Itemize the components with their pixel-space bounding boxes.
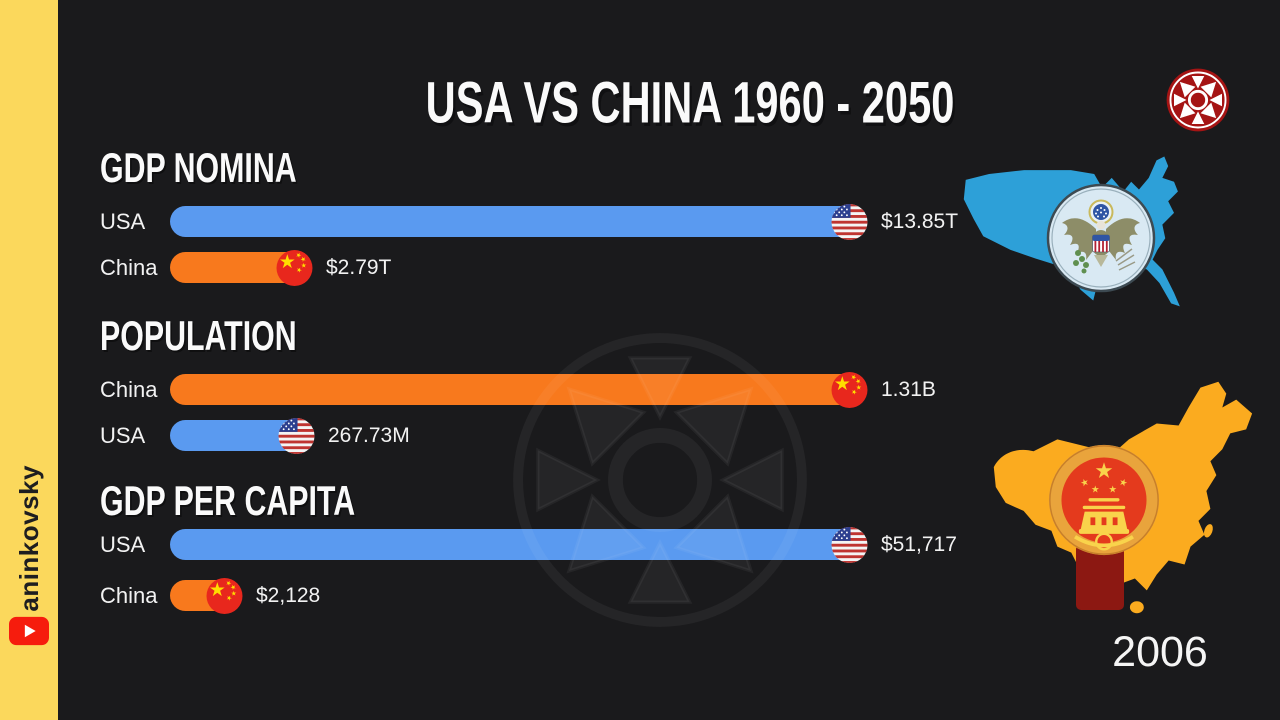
sun-emblem-icon bbox=[1166, 68, 1230, 132]
bar-label: USA bbox=[100, 208, 146, 234]
channel-sidebar: aninkovsky bbox=[0, 0, 58, 720]
bar-value: $2,128 bbox=[256, 583, 321, 607]
bar-row: USA 267.73M bbox=[100, 417, 410, 454]
bar-label: China bbox=[100, 376, 158, 402]
usa-population-bar bbox=[170, 420, 312, 451]
china-flag-icon bbox=[206, 577, 243, 614]
emblem-ribbon-shadow bbox=[1076, 544, 1124, 610]
bar-label: China bbox=[100, 254, 158, 280]
bar-value: $13.85T bbox=[881, 209, 959, 233]
bar-value: $51,717 bbox=[881, 532, 957, 556]
bar-row: China $2,128 bbox=[100, 577, 320, 614]
bar-row: USA $51,717 bbox=[100, 526, 957, 563]
youtube-play-icon bbox=[9, 616, 49, 646]
usa-flag-icon bbox=[831, 526, 868, 563]
usa-flag-icon bbox=[831, 203, 868, 240]
channel-name-wrap: aninkovsky bbox=[0, 465, 58, 612]
usa-map-silhouette bbox=[956, 146, 1248, 346]
bar-row: China 1.31B bbox=[100, 371, 936, 408]
usa-flag-icon bbox=[278, 417, 315, 454]
china-national-emblem-icon bbox=[1048, 444, 1160, 556]
china-population-bar bbox=[170, 374, 865, 405]
china-map-silhouette bbox=[962, 362, 1270, 624]
china-flag-icon bbox=[831, 371, 868, 408]
usa-gdp-per-capita-bar bbox=[170, 529, 865, 560]
china-gdp-bar bbox=[170, 252, 310, 283]
page-title: USA VS CHINA 1960 - 2050 bbox=[425, 71, 955, 137]
watermark-sun-emblem-icon bbox=[495, 315, 825, 645]
year-counter: 2006 bbox=[1112, 628, 1208, 676]
bar-value: 267.73M bbox=[328, 423, 410, 447]
bar-value: 1.31B bbox=[881, 377, 936, 401]
channel-name: aninkovsky bbox=[13, 465, 44, 612]
bar-row: USA $13.85T bbox=[100, 203, 958, 240]
section-title-gdp-per-capita: GDP PER CAPITA bbox=[100, 477, 356, 524]
bar-value: $2.79T bbox=[326, 255, 392, 279]
china-gdp-per-capita-bar bbox=[170, 580, 240, 611]
usa-gdp-bar bbox=[170, 206, 865, 237]
bar-row: China $2.79T bbox=[100, 249, 391, 286]
bar-label: USA bbox=[100, 422, 146, 448]
china-flag-icon bbox=[276, 249, 313, 286]
bar-label: USA bbox=[100, 531, 146, 557]
bar-label: China bbox=[100, 582, 158, 608]
us-great-seal-icon bbox=[1046, 183, 1156, 293]
section-title-gdp-nominal: GDP NOMINA bbox=[100, 144, 297, 191]
section-title-population: POPULATION bbox=[100, 312, 297, 359]
